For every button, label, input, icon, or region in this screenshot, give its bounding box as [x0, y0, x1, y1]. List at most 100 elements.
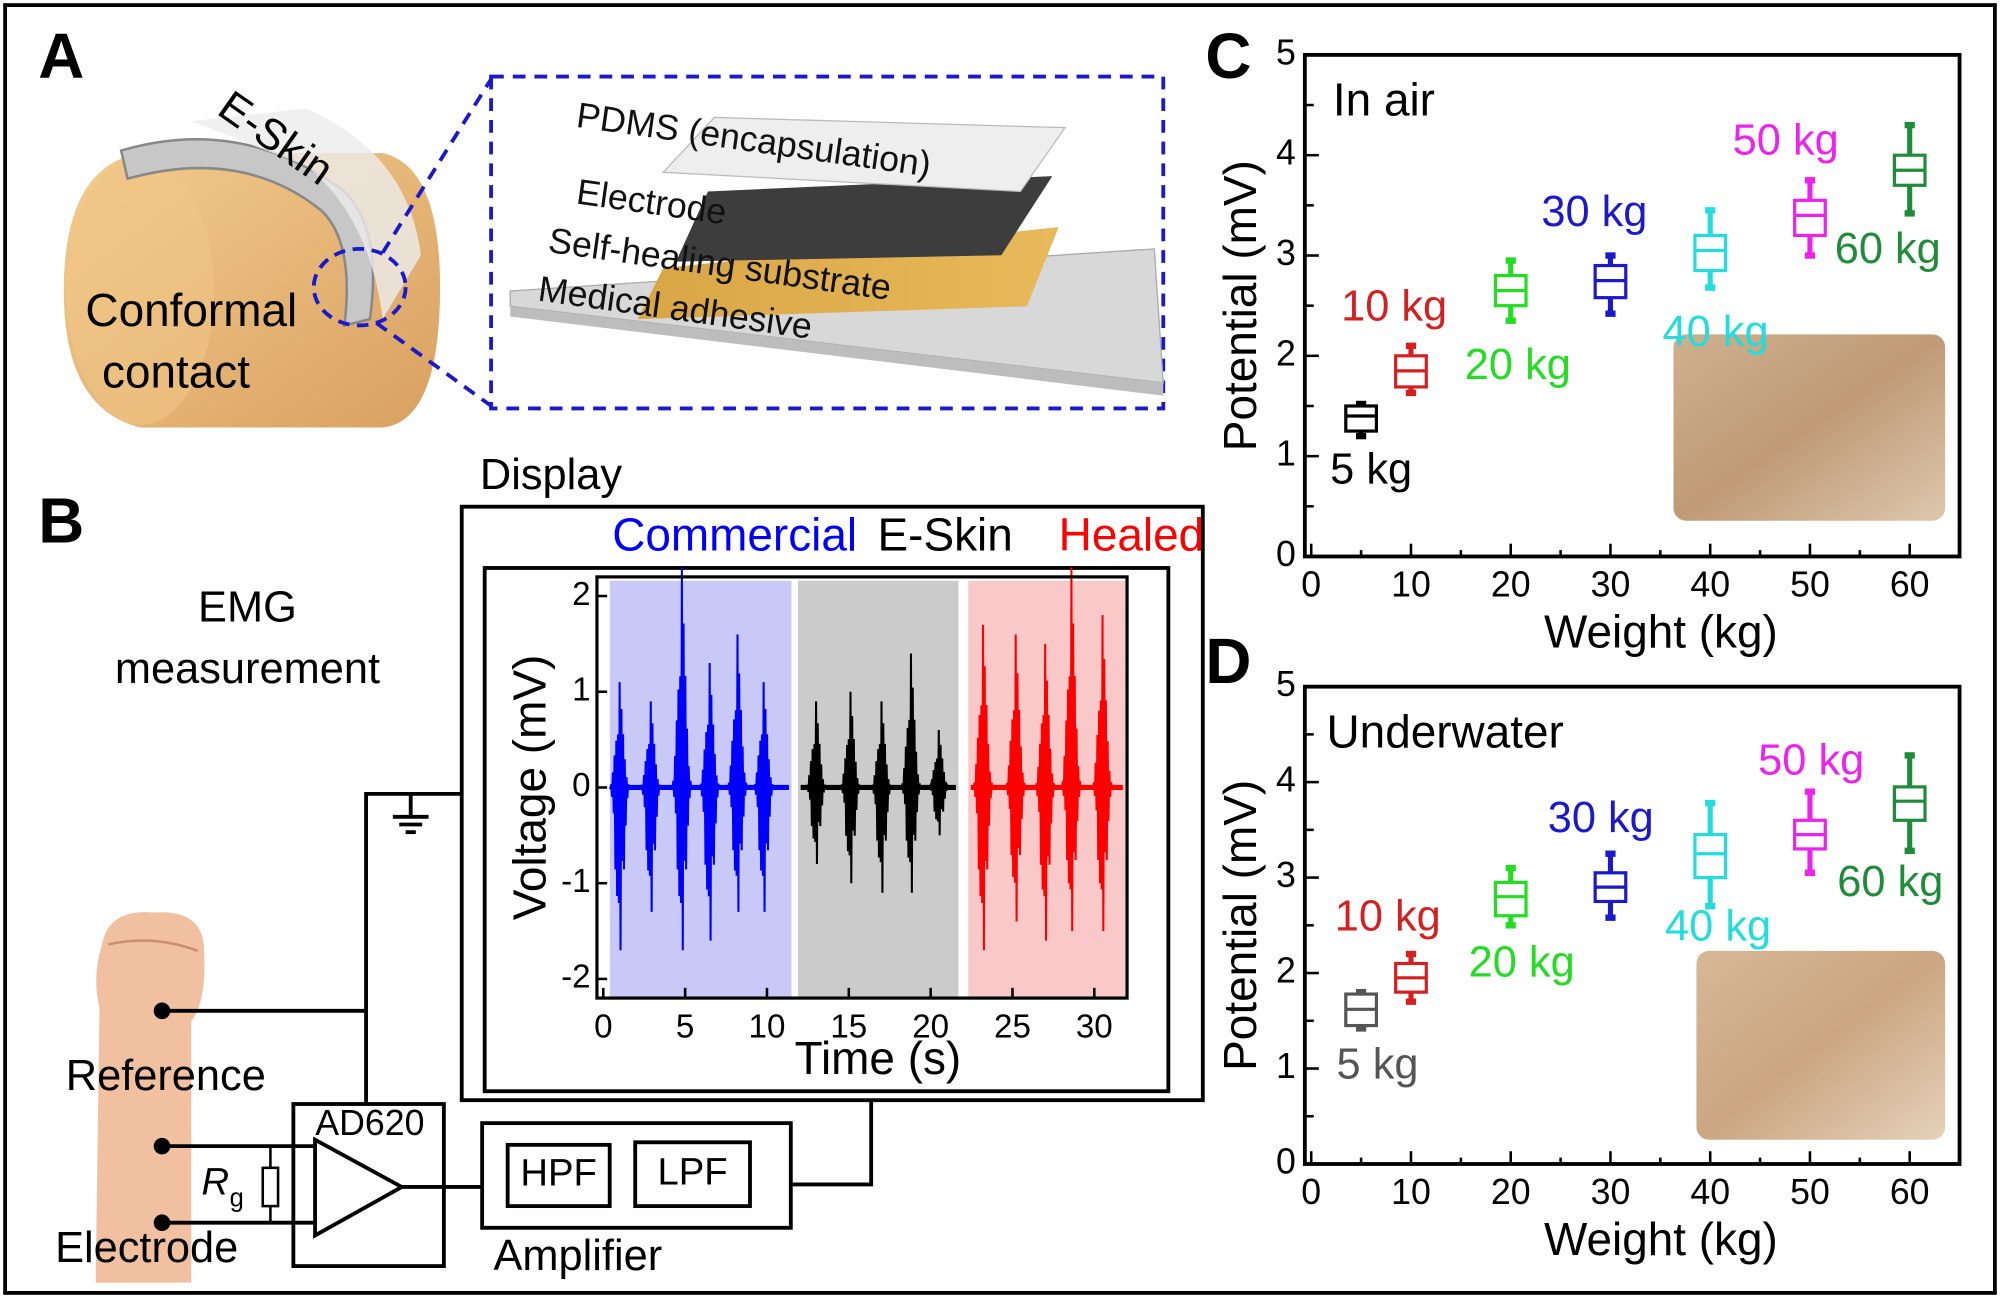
legend-entry: E-Skin	[878, 509, 1013, 561]
x-tick-label: 60	[1890, 1172, 1930, 1212]
x-tick-label: 0	[594, 1008, 612, 1045]
y-axis-label: Voltage (mV)	[503, 655, 555, 921]
emg-burst	[972, 624, 994, 951]
y-tick-label: 1	[1276, 1046, 1296, 1086]
emg-burst	[1060, 567, 1083, 932]
x-tick-label: 40	[1690, 565, 1730, 605]
emg-title: EMG	[198, 584, 297, 632]
box-label: 5 kg	[1330, 446, 1412, 494]
panel-label: C	[1205, 20, 1251, 92]
y-axis-label: Potential (mV)	[1214, 780, 1266, 1071]
x-tick-label: 10	[1391, 1172, 1431, 1212]
photo-in-air	[1673, 334, 1946, 521]
layer-label: Electrode	[574, 172, 729, 233]
box-label: 60 kg	[1835, 225, 1941, 273]
emg-burst	[1091, 615, 1114, 932]
adhesive-edge	[510, 306, 1164, 396]
electrode-dot	[153, 1214, 171, 1231]
x-axis-label: Weight (kg)	[1544, 1213, 1778, 1265]
box-label: 30 kg	[1548, 794, 1654, 842]
lpf-box	[633, 1140, 752, 1209]
box-label: 40 kg	[1665, 903, 1771, 951]
filter-label: LPF	[658, 1150, 728, 1193]
amplifier-label: Amplifier	[493, 1232, 662, 1280]
box-label: 10 kg	[1335, 892, 1441, 940]
x-tick-label: 15	[830, 1008, 867, 1045]
y-tick-label: 0	[1276, 534, 1296, 574]
zoom-circle	[311, 246, 408, 328]
x-tick-label: 5	[676, 1008, 694, 1045]
y-tick-label: -1	[561, 863, 590, 900]
x-tick-label: 40	[1690, 1172, 1730, 1212]
x-tick-label: 10	[749, 1008, 786, 1045]
box-label: 20 kg	[1465, 341, 1571, 389]
y-tick-label: 3	[1276, 233, 1296, 273]
x-axis-label: Time (s)	[795, 1032, 962, 1084]
resistor-label: R	[202, 1161, 230, 1204]
display-box	[459, 504, 1205, 1103]
y-tick-label: 4	[1276, 133, 1296, 173]
y-axis-label: Potential (mV)	[1214, 160, 1266, 451]
filter-label: HPF	[520, 1152, 597, 1195]
cylinder-end	[66, 156, 215, 426]
box-label: 50 kg	[1733, 116, 1839, 164]
electrode-label: Electrode	[55, 1224, 238, 1272]
y-tick-label: 2	[1276, 950, 1296, 990]
x-tick-label: 20	[1491, 565, 1531, 605]
emg-burst	[900, 653, 922, 893]
electrode-dot	[153, 1002, 171, 1020]
contact-label: Conformal	[85, 284, 297, 336]
chip-label: AD620	[315, 1103, 424, 1143]
panel-label: A	[38, 20, 84, 92]
x-tick-label: 30	[1076, 1008, 1113, 1045]
legend-entry: Healed	[1059, 509, 1204, 561]
emg-burst	[726, 634, 749, 912]
chart-title: In air	[1333, 74, 1435, 126]
box	[1493, 880, 1528, 918]
figure-border	[3, 3, 1997, 1295]
emg-burst	[805, 701, 827, 865]
emg-burst	[640, 701, 662, 912]
x-tick-label: 20	[912, 1008, 949, 1045]
box-label: 50 kg	[1758, 737, 1864, 785]
y-tick-label: 5	[1276, 32, 1296, 72]
x-tick-label: 50	[1790, 1172, 1830, 1212]
hpf-box	[505, 1142, 612, 1209]
chart-title: Underwater	[1327, 705, 1564, 757]
contact-label: contact	[102, 345, 250, 397]
x-tick-label: 30	[1591, 1172, 1631, 1212]
emg-burst	[698, 663, 721, 941]
legend-entry: Commercial	[612, 509, 857, 561]
y-tick-label: -2	[561, 959, 590, 996]
y-tick-label: 0	[572, 767, 590, 804]
box-label: 5 kg	[1337, 1040, 1419, 1088]
amplifier-box	[480, 1121, 793, 1230]
resistor-sub: g	[230, 1184, 244, 1212]
emg-burst	[839, 691, 862, 884]
y-tick-label: 2	[1276, 333, 1296, 373]
y-tick-label: 2	[572, 576, 590, 613]
box-label: 10 kg	[1341, 282, 1447, 330]
emg-burst	[608, 682, 631, 951]
box	[1892, 785, 1927, 822]
x-tick-label: 25	[994, 1008, 1031, 1045]
emg-burst	[752, 682, 775, 912]
panel-label: B	[38, 485, 84, 557]
y-tick-label: 4	[1276, 760, 1296, 800]
panel-b-art	[95, 504, 1205, 1283]
y-tick-label: 0	[1276, 1141, 1296, 1181]
zoom-box	[489, 74, 1166, 411]
zoom-line	[375, 321, 493, 408]
box-label: 20 kg	[1469, 938, 1575, 986]
eskin-film	[191, 108, 421, 320]
emg-burst	[1034, 643, 1057, 941]
emg-burst	[671, 567, 693, 951]
emg-burst	[1004, 634, 1027, 922]
box-label: 30 kg	[1541, 188, 1647, 236]
panel-a-art	[63, 74, 1166, 428]
x-tick-label: 20	[1491, 1172, 1531, 1212]
resistor	[261, 1166, 280, 1208]
y-tick-label: 5	[1276, 664, 1296, 704]
